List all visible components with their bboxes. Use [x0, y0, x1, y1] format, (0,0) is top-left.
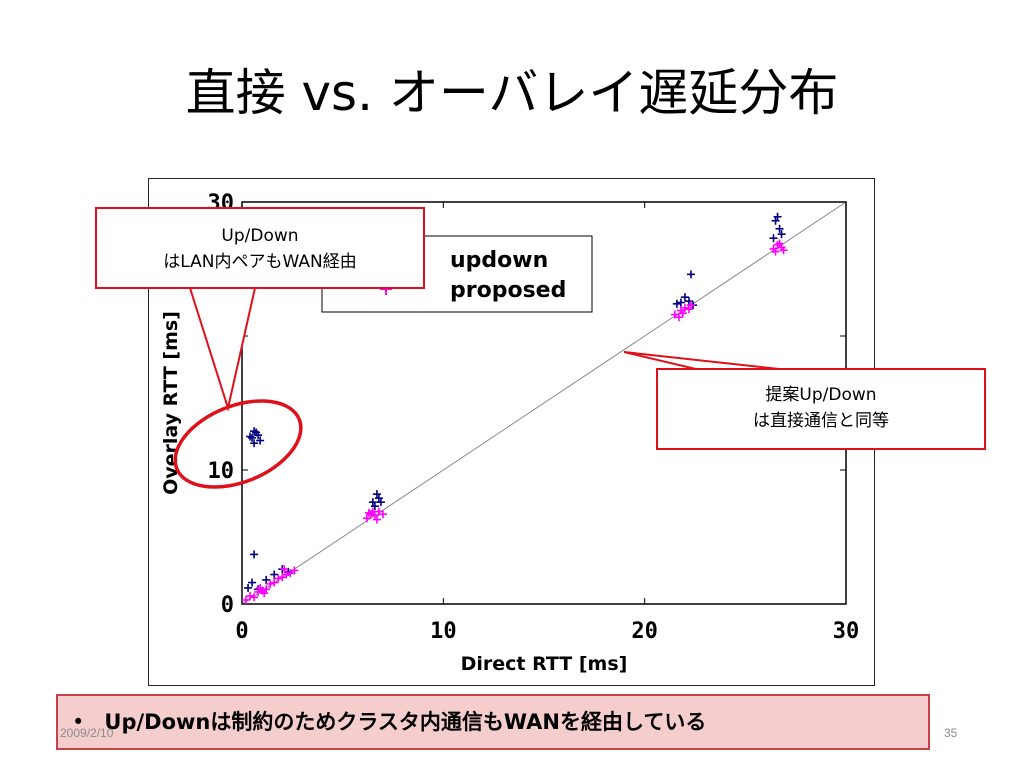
- point-updown: [771, 216, 780, 225]
- point-updown: [376, 498, 385, 507]
- point-proposed: [684, 305, 693, 314]
- y-tick-label: 10: [208, 459, 235, 484]
- point-updown: [777, 230, 786, 239]
- bullet-marker: •: [72, 710, 85, 734]
- point-proposed: [254, 587, 263, 596]
- callout-right-line1: 提案Up/Down: [765, 385, 877, 405]
- x-tick-label: 20: [631, 619, 658, 644]
- point-proposed: [262, 585, 271, 594]
- point-updown: [370, 502, 379, 511]
- point-proposed: [256, 583, 265, 592]
- point-updown: [244, 583, 253, 592]
- reference-line: [241, 201, 847, 605]
- point-proposed: [246, 591, 255, 600]
- annotation-layer: [173, 287, 789, 489]
- footer-date: 2009/2/10: [60, 726, 114, 740]
- x-axis-label: Direct RTT [ms]: [461, 653, 628, 675]
- callout-proposed-direct: 提案Up/Down は直接通信と同等: [656, 368, 986, 450]
- point-proposed: [280, 565, 289, 574]
- point-proposed: [290, 566, 299, 575]
- point-proposed: [775, 239, 784, 248]
- bullet-text: Up/Downは制約のためクラスタ内通信もWANを経由している: [104, 710, 707, 734]
- y-axis-label: Overlay RTT [ms]: [160, 311, 182, 495]
- point-updown: [246, 432, 255, 441]
- point-updown: [248, 578, 257, 587]
- point-proposed: [286, 569, 295, 578]
- point-proposed: [368, 507, 377, 516]
- points-layer: [242, 212, 788, 604]
- callout-updown-lan: Up/Down はLAN内ペアもWAN経由: [95, 207, 425, 289]
- page-number: 35: [944, 726, 958, 740]
- callout-right-line2: は直接通信と同等: [753, 411, 889, 431]
- point-proposed: [260, 589, 269, 598]
- point-proposed: [364, 508, 373, 517]
- point-updown: [374, 494, 383, 503]
- x-tick-label: 30: [833, 619, 860, 644]
- point-updown: [368, 498, 377, 507]
- callout-left-pointer: [188, 287, 257, 412]
- point-proposed: [670, 310, 679, 319]
- point-updown: [372, 490, 381, 499]
- y-tick-label: 0: [221, 593, 234, 618]
- bullet-line: • Up/Downは制約のためクラスタ内通信もWANを経由している: [72, 706, 706, 738]
- legend-label-updown: updown: [450, 248, 548, 273]
- point-proposed: [674, 313, 683, 322]
- legend-label-proposed: proposed: [450, 278, 566, 303]
- point-proposed: [270, 578, 279, 587]
- point-updown: [684, 297, 693, 306]
- x-tick-label: 0: [235, 619, 248, 644]
- point-proposed: [686, 301, 695, 310]
- point-updown: [262, 575, 271, 584]
- highlight-ellipse: [173, 399, 303, 489]
- point-updown: [270, 570, 279, 579]
- point-updown: [250, 550, 259, 559]
- bullet-box: • Up/Downは制約のためクラスタ内通信もWANを経由している: [56, 694, 930, 750]
- slide-title: 直接 vs. オーバレイ遅延分布: [185, 64, 839, 122]
- x-tick-label: 10: [430, 619, 457, 644]
- callout-left-line1: Up/Down: [221, 226, 299, 246]
- point-proposed: [378, 510, 387, 519]
- point-updown: [686, 270, 695, 279]
- point-updown: [769, 234, 778, 243]
- point-proposed: [362, 514, 371, 523]
- point-proposed: [779, 246, 788, 255]
- point-updown: [680, 293, 689, 302]
- point-proposed: [250, 593, 259, 602]
- point-proposed: [372, 515, 381, 524]
- point-updown: [256, 436, 265, 445]
- point-updown: [775, 224, 784, 233]
- point-proposed: [282, 570, 291, 579]
- point-proposed: [678, 309, 687, 318]
- point-proposed: [274, 574, 283, 583]
- point-updown: [252, 428, 261, 437]
- point-updown: [676, 298, 685, 307]
- callout-left-line2: はLAN内ペアもWAN経由: [163, 252, 357, 272]
- point-proposed: [242, 595, 251, 604]
- point-proposed: [278, 573, 287, 582]
- point-proposed: [771, 247, 780, 256]
- point-proposed: [266, 579, 275, 588]
- point-proposed: [680, 303, 689, 312]
- point-updown: [250, 439, 259, 448]
- point-updown: [773, 212, 782, 221]
- point-updown: [672, 299, 681, 308]
- point-proposed: [370, 511, 379, 520]
